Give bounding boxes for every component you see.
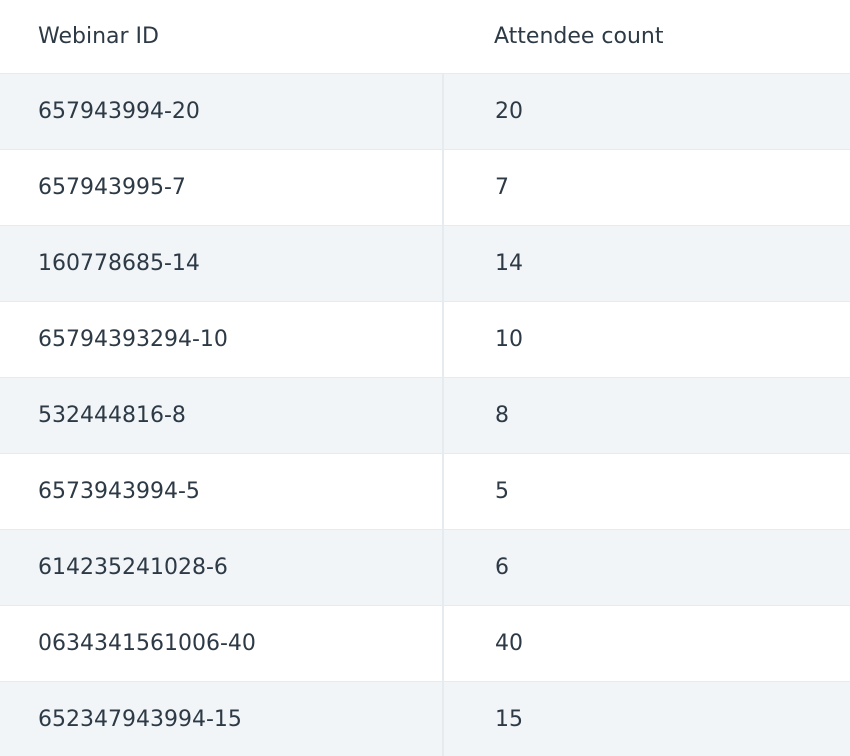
table-body: 657943994-20 20 657943995-7 7 160778685-14 14… — [0, 73, 850, 756]
attendee-count: 5 — [442, 453, 850, 530]
column-header[interactable]: Webinar ID — [0, 0, 443, 74]
webinar-id: 652347943994-15 — [0, 681, 443, 756]
table-row: 65794393294-10 10 — [0, 301, 850, 378]
attendee-count: 40 — [442, 605, 850, 682]
webinar-id: 532444816-8 — [0, 377, 443, 454]
table-row: 532444816-8 8 — [0, 377, 850, 454]
table-row: 6573943994-5 5 — [0, 453, 850, 530]
attendee-count: 15 — [442, 681, 850, 756]
attendee-count: 6 — [442, 529, 850, 606]
webinar-id: 65794393294-10 — [0, 301, 443, 378]
attendee-count: 14 — [442, 225, 850, 302]
table-row: 657943995-7 7 — [0, 149, 850, 226]
attendee-count: 10 — [442, 301, 850, 378]
webinar-id: 657943995-7 — [0, 149, 443, 226]
table-row: 0634341561006-40 40 — [0, 605, 850, 682]
webinar-id: 0634341561006-40 — [0, 605, 443, 682]
table-row: 614235241028-6 6 — [0, 529, 850, 606]
webinar-id: 6573943994-5 — [0, 453, 443, 530]
webinar-id: 614235241028-6 — [0, 529, 443, 606]
attendee-count: 8 — [442, 377, 850, 454]
table-row: 657943994-20 20 — [0, 73, 850, 150]
attendee-count: 20 — [442, 73, 850, 150]
webinar-id: 160778685-14 — [0, 225, 443, 302]
table-row: 160778685-14 14 — [0, 225, 850, 302]
attendee-count: 7 — [442, 149, 850, 226]
webinar-id: 657943994-20 — [0, 73, 443, 150]
table-row: 652347943994-15 15 — [0, 681, 850, 756]
header-row: Webinar ID Attendee count — [0, 0, 850, 74]
column-header[interactable]: Attendee count — [443, 0, 850, 74]
